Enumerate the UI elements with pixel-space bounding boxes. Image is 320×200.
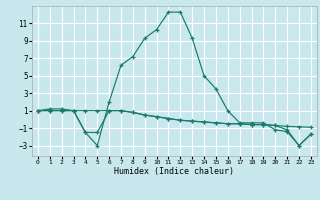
X-axis label: Humidex (Indice chaleur): Humidex (Indice chaleur) (115, 167, 234, 176)
